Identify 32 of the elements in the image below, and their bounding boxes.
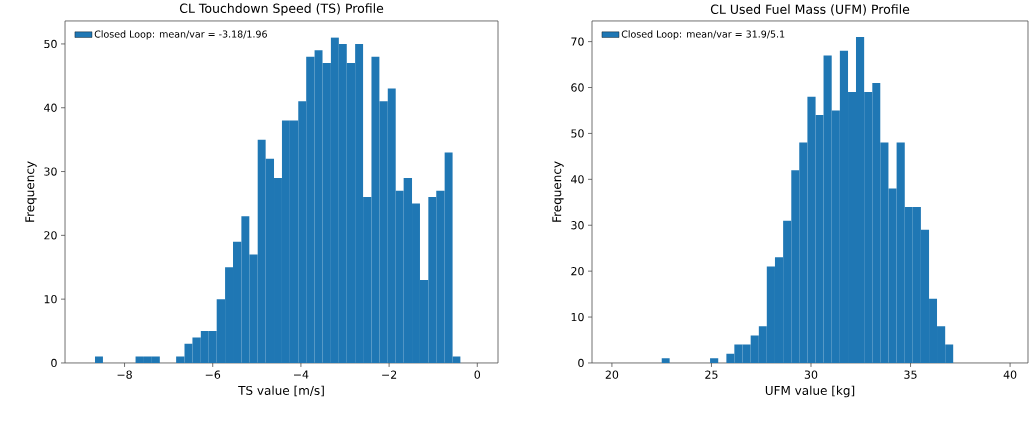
y-tick-label: 10 xyxy=(571,312,584,322)
y-tick-label: 0 xyxy=(578,358,584,368)
y-tick-label: 20 xyxy=(571,267,584,276)
y-tick-label: 50 xyxy=(571,129,584,138)
x-tick-label: 35 xyxy=(904,370,917,379)
x-tick-label: 20 xyxy=(605,370,619,379)
y-tick-label: 30 xyxy=(571,221,584,230)
y-axis-title: Frequency xyxy=(25,161,37,222)
x-tick-label: −2 xyxy=(382,370,397,379)
y-tick-label: 40 xyxy=(571,175,584,184)
y-axis-title: Frequency xyxy=(552,161,564,222)
chart-title: CL Touchdown Speed (TS) Profile xyxy=(179,3,384,16)
x-tick-label: −8 xyxy=(117,370,132,379)
x-axis-title: TS value [m/s] xyxy=(238,385,324,397)
legend-label: Closed Loop: mean/var = -3.18/1.96 xyxy=(94,30,267,40)
x-tick-label: −4 xyxy=(293,370,309,379)
x-tick-label: 30 xyxy=(804,370,818,379)
y-tick-label: 60 xyxy=(571,83,584,92)
y-tick-label: 70 xyxy=(571,37,584,46)
y-tick-label: 40 xyxy=(44,103,57,112)
x-tick-label: 25 xyxy=(705,370,718,379)
y-tick-label: 20 xyxy=(44,231,57,240)
x-axis-title: UFM value [kg] xyxy=(765,385,855,398)
chart-title: CL Used Fuel Mass (UFM) Profile xyxy=(710,4,910,16)
y-tick-label: 10 xyxy=(44,295,57,304)
x-tick-label: −6 xyxy=(205,370,221,379)
y-tick-label: 50 xyxy=(44,39,57,49)
legend-label: Closed Loop: mean/var = 31.9/5.1 xyxy=(621,30,785,40)
y-tick-label: 0 xyxy=(51,358,57,368)
x-tick-label: 40 xyxy=(1003,370,1017,379)
y-tick-label: 30 xyxy=(44,167,57,176)
x-tick-label: 0 xyxy=(474,370,481,379)
